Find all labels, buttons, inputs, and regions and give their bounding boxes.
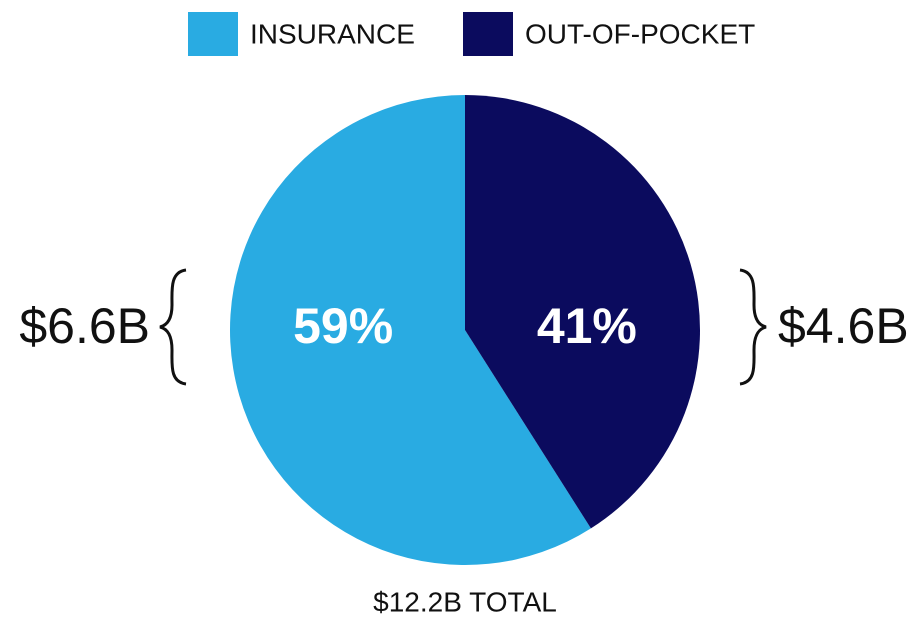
pie xyxy=(230,95,700,565)
value-label: 59% xyxy=(293,298,393,354)
pie-slice xyxy=(230,95,591,565)
legend-swatch xyxy=(188,12,238,56)
legend-label: INSURANCE xyxy=(250,18,415,49)
amount-label: $4.6B xyxy=(778,298,909,354)
left-brace xyxy=(159,268,187,386)
amount-label: $6.6B xyxy=(19,298,150,354)
right-brace xyxy=(739,268,767,386)
total-label: $12.2B TOTAL xyxy=(373,586,557,617)
value-label: 41% xyxy=(537,298,637,354)
legend-swatch xyxy=(463,12,513,56)
legend-label: OUT-OF-POCKET xyxy=(525,18,755,49)
pie-slice xyxy=(465,95,700,529)
